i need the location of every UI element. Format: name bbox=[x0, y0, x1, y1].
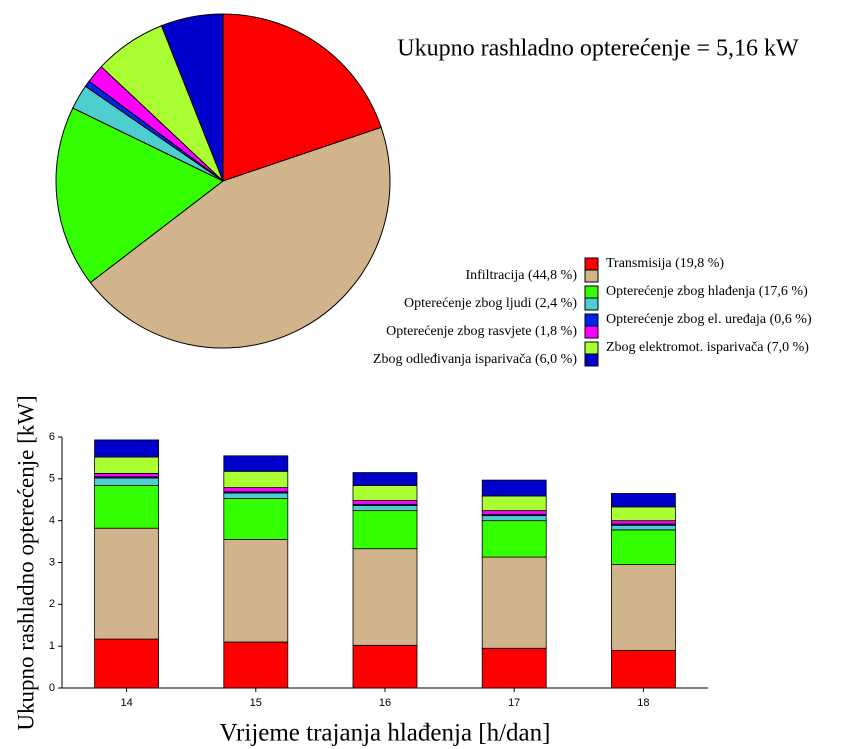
legend-swatch bbox=[584, 285, 599, 299]
bar-segment bbox=[611, 524, 676, 531]
bar-segment bbox=[94, 439, 159, 458]
bar-segment bbox=[94, 527, 159, 640]
bar-segment bbox=[223, 487, 289, 493]
legend-label: Transmisija (19,8 %) bbox=[606, 256, 724, 271]
bar-segment bbox=[481, 479, 547, 497]
legend-label: Zbog odleđivanja isparivača (6,0 %) bbox=[373, 352, 577, 367]
x-tick-label: 16 bbox=[379, 697, 391, 709]
bar-segment bbox=[94, 485, 159, 529]
legend-swatch bbox=[584, 313, 599, 327]
x-tick-label: 18 bbox=[637, 697, 649, 709]
bar-segment bbox=[223, 470, 289, 489]
bar-segment bbox=[611, 493, 676, 508]
bar-segment bbox=[352, 505, 418, 512]
y-tick-label: 6 bbox=[49, 431, 55, 443]
y-axis-label: Ukupno rashladno opterećenje [kW] bbox=[13, 395, 38, 730]
legend-swatch bbox=[584, 341, 599, 355]
pie-slice bbox=[222, 13, 382, 182]
bar-segment bbox=[481, 510, 547, 515]
bar-segment bbox=[611, 564, 676, 651]
bar-segment bbox=[352, 500, 418, 505]
bar-segment bbox=[352, 510, 418, 550]
legend-label: Opterećenje zbog ljudi (2,4 %) bbox=[404, 296, 577, 311]
x-tick-label: 14 bbox=[120, 697, 132, 709]
bar-segment bbox=[481, 495, 547, 512]
bar-segment bbox=[223, 539, 289, 643]
legend-swatch bbox=[584, 297, 599, 311]
bar-segment bbox=[223, 455, 289, 472]
legend-swatch bbox=[584, 353, 599, 367]
bar-segment bbox=[611, 506, 676, 522]
y-tick-label: 5 bbox=[49, 473, 55, 485]
pie-title: Ukupno rashladno opterećenje = 5,16 kW bbox=[397, 36, 799, 62]
bar-segment bbox=[352, 644, 418, 689]
y-tick-label: 4 bbox=[49, 515, 55, 527]
bar-segment bbox=[481, 520, 547, 558]
bar-segment bbox=[481, 556, 547, 649]
bar-segment bbox=[94, 638, 159, 689]
bar-segment bbox=[352, 472, 418, 486]
y-tick-label: 0 bbox=[49, 682, 55, 694]
pie-slice bbox=[55, 107, 224, 284]
y-tick-label: 2 bbox=[49, 598, 55, 610]
legend-swatch bbox=[584, 257, 599, 271]
pie-slice bbox=[160, 13, 224, 182]
legend-swatch bbox=[584, 269, 599, 283]
bar-segment bbox=[611, 649, 676, 689]
bar-segment bbox=[352, 548, 418, 646]
y-tick-label: 3 bbox=[49, 556, 55, 568]
bar-segment bbox=[94, 472, 159, 478]
bar-segment bbox=[223, 492, 289, 499]
legend-swatch bbox=[584, 325, 599, 339]
bar-segment bbox=[223, 498, 289, 540]
bar-segment bbox=[481, 515, 547, 522]
legend-label: Opterećenje zbog rasvjete (1,8 %) bbox=[386, 324, 577, 339]
bar-segment bbox=[611, 529, 676, 565]
y-tick-label: 1 bbox=[49, 640, 55, 652]
legend-label: Zbog elektromot. isparivača (7,0 %) bbox=[606, 340, 809, 355]
pie-slice bbox=[89, 126, 391, 349]
bar-segment bbox=[223, 641, 289, 689]
bar-segment bbox=[94, 456, 159, 474]
x-axis-label: Vrijeme trajanja hlađenja [h/dan] bbox=[220, 720, 551, 747]
legend-label: Opterećenje zbog el. uređaja (0,6 %) bbox=[606, 312, 812, 327]
bar-segment bbox=[481, 647, 547, 689]
x-tick-label: 17 bbox=[508, 697, 520, 709]
bar-segment bbox=[352, 485, 418, 501]
x-tick-label: 15 bbox=[250, 697, 262, 709]
legend-label: Opterećenje zbog hlađenja (17,6 %) bbox=[606, 284, 808, 299]
bar-segment bbox=[611, 520, 676, 525]
legend-label: Infiltracija (44,8 %) bbox=[465, 268, 577, 283]
bar-segment bbox=[94, 477, 159, 486]
